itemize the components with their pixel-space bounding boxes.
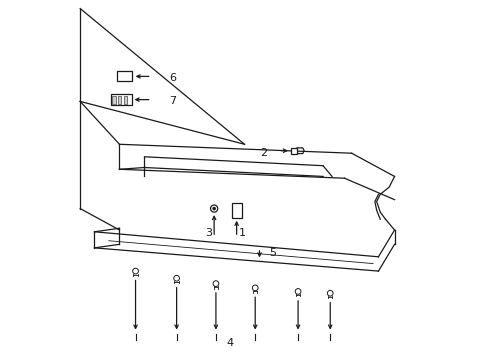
Text: 6: 6 — [169, 73, 176, 83]
Bar — [123, 96, 127, 104]
Text: 4: 4 — [226, 338, 233, 347]
Bar — [231, 203, 241, 218]
Bar — [111, 94, 131, 105]
Bar — [112, 96, 115, 104]
Text: 1: 1 — [239, 228, 246, 238]
Circle shape — [213, 207, 215, 210]
Text: 2: 2 — [260, 148, 267, 158]
Bar — [118, 96, 121, 104]
Text: 7: 7 — [169, 96, 176, 107]
Text: 3: 3 — [205, 228, 212, 238]
Text: 5: 5 — [269, 248, 276, 258]
Bar — [290, 148, 296, 154]
Bar — [117, 71, 132, 81]
